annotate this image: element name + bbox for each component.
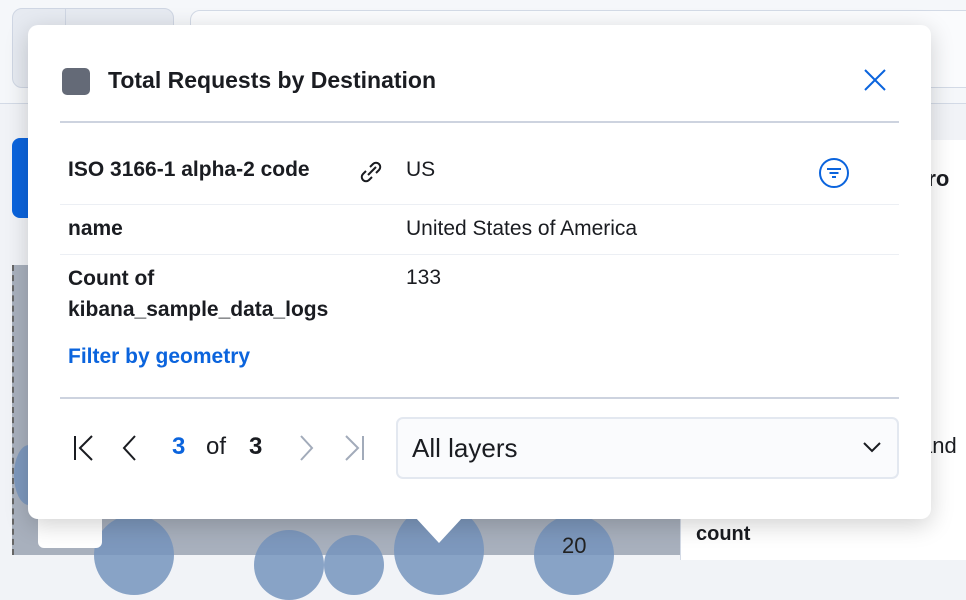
bg-text: count <box>696 523 751 545</box>
current-page: 3 <box>172 433 186 460</box>
chevron-down-icon <box>863 442 881 453</box>
close-icon[interactable] <box>862 67 888 93</box>
property-row: Count of kibana_sample_data_logs 133 <box>60 255 899 325</box>
previous-page-icon[interactable] <box>122 435 138 461</box>
last-page-icon[interactable] <box>342 435 366 461</box>
filter-icon[interactable] <box>818 157 850 189</box>
feature-tooltip: Total Requests by Destination ISO 3166-1… <box>28 25 931 519</box>
layer-select-value: All layers <box>412 433 518 463</box>
filter-by-geometry-link[interactable]: Filter by geometry <box>68 345 251 368</box>
property-key: name <box>68 217 123 240</box>
layer-swatch <box>62 68 90 95</box>
page-of-label: of <box>206 433 227 460</box>
total-pages: 3 <box>249 433 263 460</box>
property-row: name United States of America <box>60 205 899 255</box>
layer-select[interactable]: All layers <box>396 417 899 479</box>
popover-title: Total Requests by Destination <box>108 67 437 93</box>
next-page-icon[interactable] <box>298 435 314 461</box>
map-label: 20 <box>562 533 587 558</box>
primary-button[interactable] <box>12 138 32 218</box>
property-row: ISO 3166-1 alpha-2 code US <box>60 155 899 205</box>
property-key: ISO 3166-1 alpha-2 code <box>68 158 310 181</box>
property-value: 133 <box>406 266 442 289</box>
link-icon <box>360 161 382 183</box>
property-value: United States of America <box>406 217 638 240</box>
property-key: Count of kibana_sample_data_logs <box>68 267 329 321</box>
divider <box>60 121 899 123</box>
divider <box>60 397 899 399</box>
property-value: US <box>406 158 436 181</box>
first-page-icon[interactable] <box>72 435 96 461</box>
popover-arrow <box>415 517 463 543</box>
